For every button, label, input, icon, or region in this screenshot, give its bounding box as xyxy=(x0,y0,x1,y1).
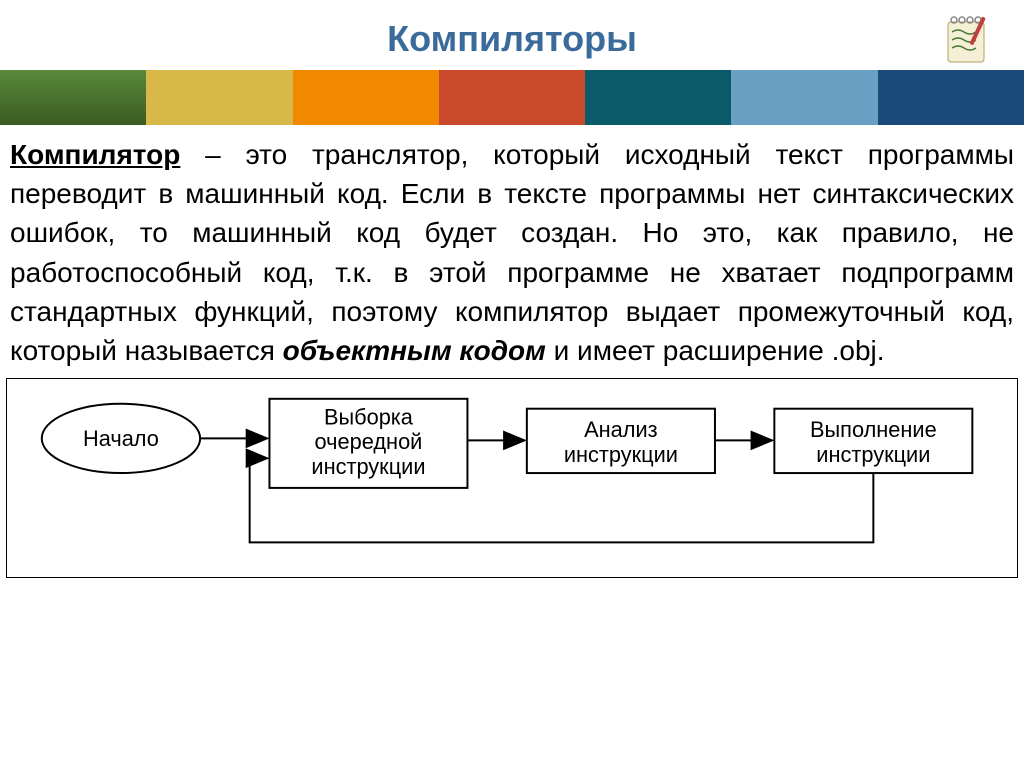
node-analyze-line2: инструкции xyxy=(564,442,678,467)
node-analyze-line1: Анализ xyxy=(584,417,658,442)
node-fetch-line3: инструкции xyxy=(311,454,425,479)
node-fetch-line2: очередной xyxy=(315,429,423,454)
term-compiler: Компилятор xyxy=(10,139,180,170)
node-exec-line2: инструкции xyxy=(816,442,930,467)
page-title: Компиляторы xyxy=(0,18,1024,60)
node-start-label: Начало xyxy=(83,426,159,451)
node-exec-line1: Выполнение xyxy=(810,417,937,442)
definition-paragraph: Компилятор – это транслятор, который исх… xyxy=(0,125,1024,374)
decorative-banner xyxy=(0,70,1024,125)
flowchart-diagram: Начало Выборка очередной инструкции Анал… xyxy=(6,378,1018,578)
node-fetch-line1: Выборка xyxy=(324,404,414,429)
term-object-code: объектным кодом xyxy=(283,335,546,366)
paragraph-text-1: – это транслятор, который исходный текст… xyxy=(10,139,1014,366)
notepad-icon xyxy=(938,10,996,73)
paragraph-text-2: и имеет расширение .obj. xyxy=(546,335,885,366)
